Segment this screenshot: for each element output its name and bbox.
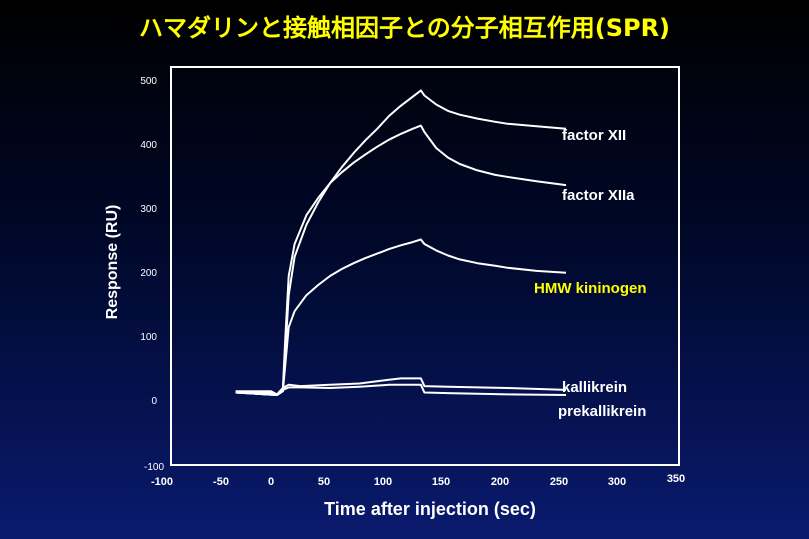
- y-tick-label: 500: [140, 76, 157, 87]
- x-tick-label: 250: [550, 476, 568, 488]
- x-axis-label: Time after injection (sec): [324, 499, 536, 519]
- x-tick-labels: -100 -50 0 50 100 150 200 250 300 350: [151, 473, 685, 488]
- series-line-kallikrein: [235, 377, 567, 396]
- legend-label-factor-xii: factor XII: [562, 127, 626, 144]
- y-tick-labels: -100 0 100 200 300 400 500: [140, 76, 164, 473]
- y-tick-label: 100: [140, 332, 157, 343]
- legend-label-hmw-kininogen: HMW kininogen: [534, 280, 647, 297]
- y-tick-label: 300: [140, 204, 157, 215]
- series-line-factor-xiia: [235, 124, 567, 397]
- x-tick-label: -50: [213, 476, 229, 488]
- x-tick-label: 350: [667, 473, 685, 485]
- x-tick-label: -100: [151, 476, 173, 488]
- y-tick-label: 200: [140, 268, 157, 279]
- plot-frame: [170, 66, 680, 466]
- series-line-prekallikrein: [235, 383, 567, 396]
- y-tick-label: 0: [151, 396, 157, 407]
- x-tick-label: 150: [432, 476, 450, 488]
- x-tick-label: 300: [608, 476, 626, 488]
- series-line-hmw-kininogen: [235, 238, 567, 397]
- y-axis-label: Response (RU): [104, 205, 121, 320]
- legend-label-prekallikrein: prekallikrein: [558, 403, 646, 420]
- y-tick-label: 400: [140, 140, 157, 151]
- y-tick-label: -100: [144, 462, 164, 473]
- legend-label-kallikrein: kallikrein: [562, 379, 627, 396]
- series-line-factor-xii: [235, 89, 567, 397]
- chart-title: ハマダリンと接触相因子との分子相互作用(SPR): [138, 14, 671, 42]
- x-tick-label: 100: [374, 476, 392, 488]
- series-layer: [235, 89, 567, 397]
- x-tick-label: 0: [268, 476, 274, 488]
- legend-label-factor-xiia: factor XIIa: [562, 187, 635, 204]
- x-tick-label: 50: [318, 476, 330, 488]
- x-tick-label: 200: [491, 476, 509, 488]
